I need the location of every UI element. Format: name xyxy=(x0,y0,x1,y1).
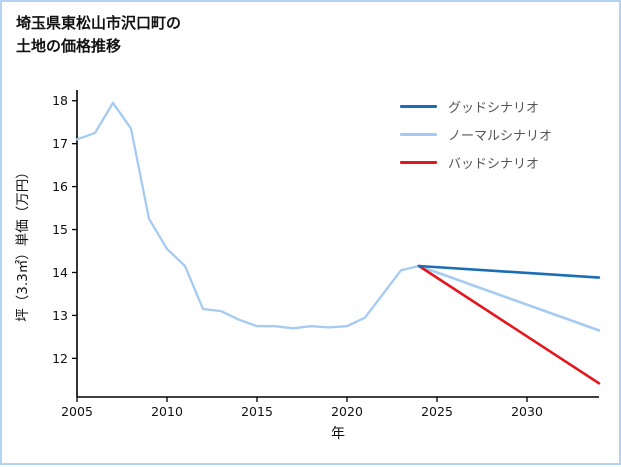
x-tick-label: 2005 xyxy=(61,404,93,419)
x-tick-label: 2020 xyxy=(331,404,363,419)
legend-line-swatch-normal xyxy=(400,132,437,137)
legend-line-swatch-good xyxy=(400,104,437,109)
y-tick-label: 17 xyxy=(52,136,68,151)
y-tick-label: 16 xyxy=(52,179,68,194)
legend-item-bad-scenario: バッドシナリオ xyxy=(400,153,552,172)
y-tick-label: 15 xyxy=(52,222,68,237)
y-tick-label: 14 xyxy=(52,265,68,280)
y-tick-label: 13 xyxy=(52,308,68,323)
y-tick-label: 12 xyxy=(52,351,68,366)
y-axis-title: 坪（3.3㎡）単価（万円） xyxy=(15,165,31,321)
x-tick-label: 2025 xyxy=(421,404,453,419)
legend-label-good: グッドシナリオ xyxy=(448,101,540,116)
legend: グッドシナリオ ノーマルシナリオ バッドシナリオ xyxy=(400,97,552,172)
chart-title: 埼玉県東松山市沢口町の 土地の価格推移 xyxy=(16,14,182,55)
legend-item-normal-scenario: ノーマルシナリオ xyxy=(400,125,552,144)
legend-label-bad: バッドシナリオ xyxy=(448,157,540,172)
x-tick-label: 2010 xyxy=(151,404,183,419)
legend-item-good-scenario: グッドシナリオ xyxy=(400,97,552,116)
x-tick-label: 2030 xyxy=(511,404,543,419)
legend-line-swatch-bad xyxy=(400,160,437,165)
series-line-good xyxy=(417,264,601,279)
y-tick-label: 18 xyxy=(52,93,68,108)
series-line-normal xyxy=(417,264,601,332)
series-line-bad xyxy=(417,264,601,385)
legend-label-normal: ノーマルシナリオ xyxy=(448,129,553,144)
x-axis-title: 年 xyxy=(331,426,345,442)
x-tick-label: 2015 xyxy=(241,404,273,419)
series-line-historical xyxy=(75,101,421,330)
